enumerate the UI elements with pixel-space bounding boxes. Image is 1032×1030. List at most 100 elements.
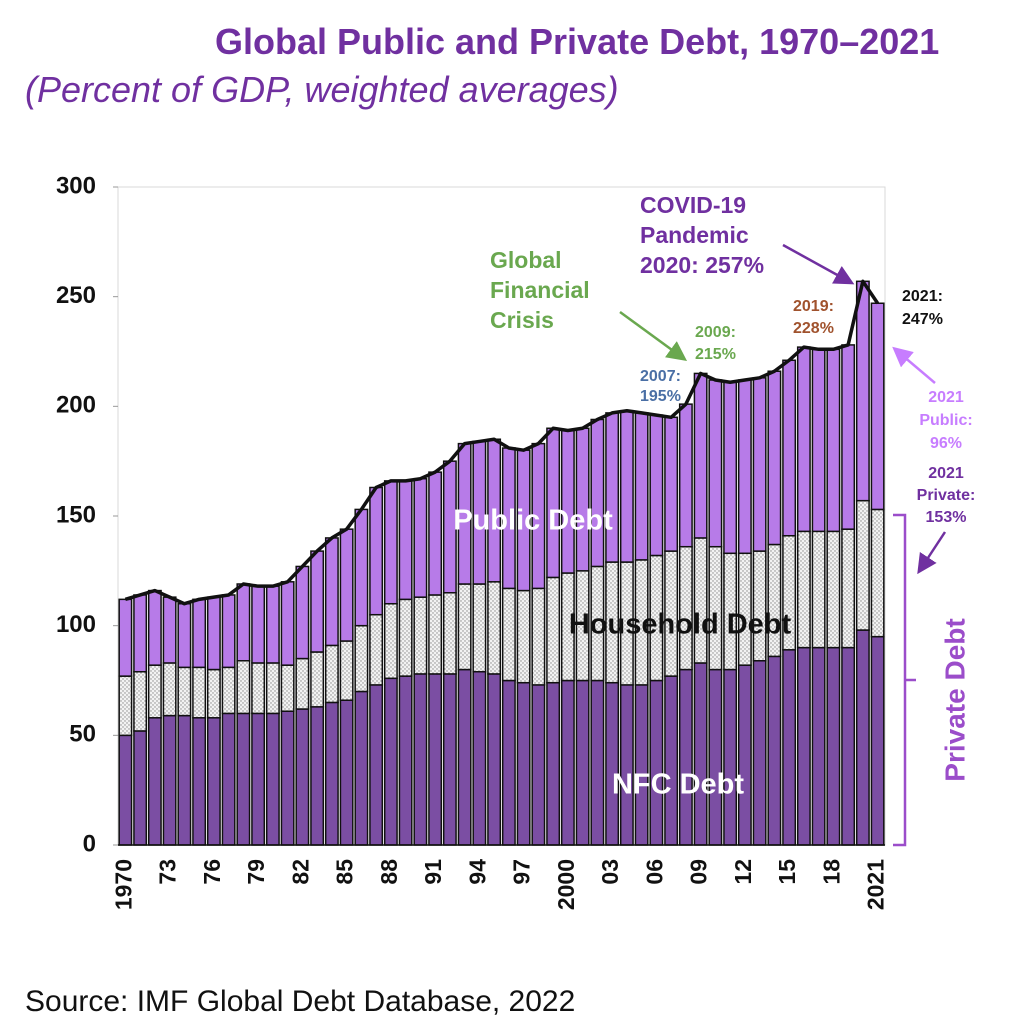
x-tick-label: 88 (376, 859, 402, 885)
bar-segment (310, 550, 325, 653)
y-tick-label: 200 (56, 392, 96, 419)
bar-segment (678, 403, 693, 548)
bar-segment (383, 480, 398, 605)
bar-segment (413, 477, 428, 598)
bar-segment (354, 508, 369, 627)
y-tick-label: 0 (83, 830, 96, 857)
bar-segment (501, 587, 516, 682)
y-tick-label: 50 (69, 721, 96, 748)
series-label: Household Debt (569, 609, 792, 641)
bar-segment (324, 537, 339, 647)
bar-segment (605, 681, 620, 846)
bar-segment (531, 587, 546, 686)
bar-segment (826, 348, 841, 533)
bar-segment (118, 734, 133, 846)
bar-segment (147, 589, 162, 666)
bar-segment (398, 480, 413, 601)
bar-segment (649, 414, 664, 557)
chart-subtitle: (Percent of GDP, weighted averages) (25, 69, 619, 110)
bar-segment (826, 646, 841, 846)
bar-segment (221, 594, 236, 669)
bar-segment (811, 348, 826, 533)
bar-segment (251, 662, 266, 715)
bar-segment (855, 629, 870, 846)
bar-segment (428, 673, 443, 846)
bar-segment (546, 576, 561, 684)
bar-segment (737, 379, 752, 555)
arrow (917, 531, 947, 575)
x-tick-label: 91 (420, 859, 446, 885)
y-tick-label: 100 (56, 611, 96, 638)
bar-segment (752, 660, 767, 846)
x-tick-label: 1970 (110, 859, 136, 910)
bar-segment (192, 598, 207, 669)
bar-segment (236, 583, 251, 662)
bar-segment (516, 589, 531, 684)
chart-title: Global Public and Private Debt, 1970–202… (215, 21, 940, 62)
bar-segment (634, 412, 649, 561)
bar-segment (192, 717, 207, 846)
bar-segment (826, 530, 841, 649)
series-label: NFC Debt (612, 769, 744, 801)
x-tick-label: 09 (686, 859, 712, 885)
x-tick-label: 76 (199, 859, 225, 885)
annotation: 195% (640, 388, 681, 405)
bar-segment (841, 528, 856, 649)
annotation: 2020: 257% (640, 252, 764, 278)
bar-segment (782, 649, 797, 846)
bar-segment (664, 416, 679, 552)
bar-segment (811, 530, 826, 649)
bar-segment (841, 344, 856, 530)
x-tick-label: 73 (155, 859, 181, 885)
bar-segment (855, 280, 870, 502)
bar-segment (575, 679, 590, 846)
bar-segment (870, 302, 885, 511)
annotation: 215% (695, 346, 736, 363)
bar-segment (560, 679, 575, 846)
bar-segment (133, 594, 148, 673)
bar-segment (310, 706, 325, 846)
bar-segment (796, 530, 811, 649)
annotation: 2007: (640, 368, 681, 385)
bar-segment (708, 379, 723, 548)
bar-segment (162, 714, 177, 846)
annotation: Financial (490, 277, 590, 303)
arrows (619, 243, 947, 847)
bar-segment (472, 670, 487, 846)
bar-segment (516, 681, 531, 846)
bar-segment (870, 635, 885, 846)
x-tick-label: 94 (464, 859, 490, 885)
x-tick-label: 2000 (553, 859, 579, 910)
bar-segment (133, 730, 148, 846)
bar-segment (472, 583, 487, 673)
annotation: 2019: (793, 298, 834, 315)
bar-segment (752, 377, 767, 552)
bar-segment (723, 381, 738, 555)
bar-segment (796, 346, 811, 533)
bar-segment (855, 499, 870, 631)
arrow (782, 243, 855, 285)
bar-segment (280, 710, 295, 846)
bar-segment (428, 594, 443, 675)
bar-segment (693, 372, 708, 539)
annotation: Pandemic (640, 222, 749, 248)
bar-segment (324, 644, 339, 704)
bar-segment (546, 681, 561, 846)
bar-segment (693, 537, 708, 664)
annotation: COVID-19 (640, 192, 746, 218)
bar-segment (678, 668, 693, 846)
bar-segment (221, 712, 236, 846)
bar-segment (236, 660, 251, 715)
bar-segment (177, 666, 192, 717)
x-tick-label: 03 (597, 859, 623, 885)
bar-segment (383, 677, 398, 846)
annotation: 2021 (928, 389, 964, 406)
bar-segment (118, 598, 133, 677)
bar-segment (162, 596, 177, 664)
annotation: Public: (919, 412, 972, 429)
chart-title-block: Global Public and Private Debt, 1970–202… (25, 18, 985, 114)
bar-segment (133, 670, 148, 732)
y-tick-label: 250 (56, 282, 96, 309)
bar-segment (280, 664, 295, 712)
